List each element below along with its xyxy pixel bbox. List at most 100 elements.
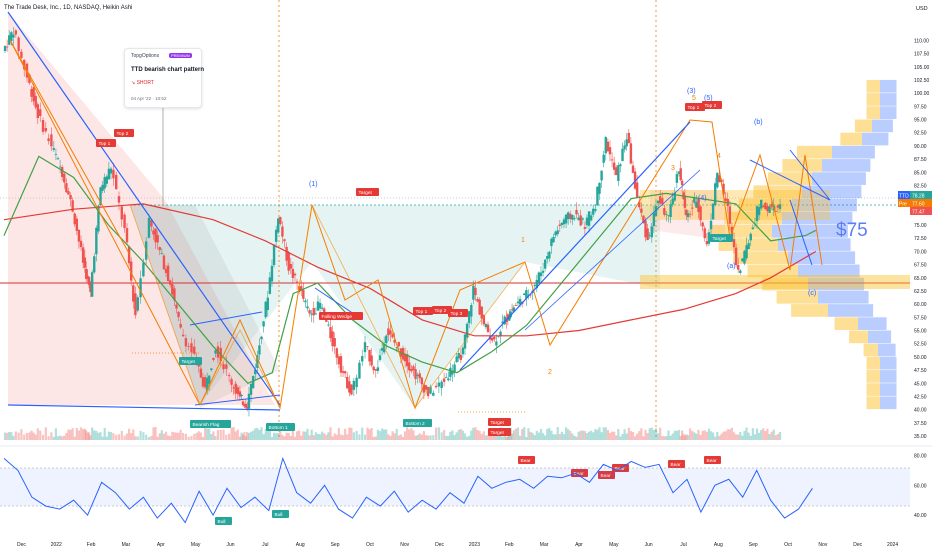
y-tick-label: 90.00 xyxy=(914,144,927,150)
volume-bar xyxy=(463,433,467,440)
candle-body xyxy=(238,391,242,397)
volume-bar xyxy=(252,430,255,440)
volume-bar xyxy=(277,433,280,440)
volume-bar xyxy=(604,427,607,440)
candle-body xyxy=(688,213,692,215)
volume-bar xyxy=(374,436,377,440)
volume-bar xyxy=(712,432,715,440)
candle-body xyxy=(5,46,9,48)
volume-profile-bar xyxy=(733,251,788,265)
volume-bar xyxy=(63,435,66,440)
candle-body xyxy=(212,357,215,360)
y-tick-label: 110.00 xyxy=(914,38,929,44)
candle-body xyxy=(274,229,278,242)
volume-bar xyxy=(489,433,492,440)
volume-bar xyxy=(751,428,754,440)
volume-bar xyxy=(329,427,332,440)
candle-body xyxy=(355,377,358,388)
volume-bar xyxy=(219,429,222,440)
candle-body xyxy=(774,211,778,212)
pattern-badge-top2-c: Top 2 xyxy=(705,103,717,109)
candle-body xyxy=(243,404,246,406)
candle-body xyxy=(621,148,624,162)
candle-body xyxy=(459,354,463,360)
volume-bar xyxy=(325,434,328,440)
candle-body xyxy=(701,222,704,227)
volume-bar xyxy=(602,427,605,440)
volume-profile-bar xyxy=(788,251,856,265)
y-tick-label: 60.00 xyxy=(914,302,927,308)
volume-profile-bar xyxy=(872,119,893,133)
candle-body xyxy=(300,286,303,291)
volume-bar xyxy=(83,428,86,440)
volume-profile-bar xyxy=(866,396,880,410)
candle-body xyxy=(117,196,121,203)
volume-bar xyxy=(667,430,670,440)
y-tick-label: 52.50 xyxy=(914,342,927,348)
volume-bar xyxy=(480,433,483,440)
volume-bar xyxy=(109,432,113,440)
volume-bar xyxy=(675,430,678,440)
candle-body xyxy=(391,334,394,338)
volume-bar xyxy=(778,431,782,440)
volume-bar xyxy=(164,431,168,440)
candle-body xyxy=(306,306,309,309)
candle-body xyxy=(112,169,115,179)
volume-bar xyxy=(701,430,704,440)
candle-body xyxy=(403,353,407,362)
candle-body xyxy=(711,203,715,220)
y-tick-label: 45.00 xyxy=(914,381,927,387)
candle-body xyxy=(683,195,687,208)
currency-label: USD xyxy=(916,6,928,12)
candle-body xyxy=(506,314,510,320)
candle-body xyxy=(337,356,341,365)
pattern-badge-target-d: Target xyxy=(491,430,505,436)
volume-bar xyxy=(112,433,115,440)
candle-body xyxy=(680,180,684,186)
idea-note-card[interactable]: TopgOptions PREMIUM TTD bearish chart pa… xyxy=(124,48,204,108)
volume-bar xyxy=(193,433,196,440)
volume-bar xyxy=(679,436,682,440)
volume-bar xyxy=(596,429,599,440)
volume-bar xyxy=(262,434,265,440)
candle-body xyxy=(741,258,744,262)
candle-body xyxy=(602,154,605,163)
volume-bar xyxy=(677,429,681,440)
volume-bar xyxy=(699,434,702,440)
volume-bar xyxy=(190,436,193,440)
volume-bar xyxy=(321,431,324,440)
candle-body xyxy=(444,377,448,378)
x-tick-label: Nov xyxy=(818,542,827,548)
pattern-badge-bottom1: Bottom 1 xyxy=(269,425,289,431)
pattern-badge-target-b: Target xyxy=(182,359,196,365)
candle-body xyxy=(619,164,622,167)
volume-bar xyxy=(91,427,94,440)
y-tick-label: 57.50 xyxy=(914,315,927,321)
pattern-badge-top1-c: Top 1 xyxy=(688,105,700,111)
candle-body xyxy=(564,214,568,224)
candle-body xyxy=(397,342,401,347)
volume-bar xyxy=(571,433,574,440)
volume-bar xyxy=(399,434,402,440)
volume-bar xyxy=(117,434,121,440)
candle-body xyxy=(77,229,81,242)
bear-triangle-shade xyxy=(8,12,275,405)
volume-bar xyxy=(115,434,118,440)
candle-body xyxy=(743,250,746,264)
volume-profile-bar xyxy=(776,290,818,304)
candle-body xyxy=(587,211,591,226)
wave-label: (c) xyxy=(808,290,816,297)
candle-body xyxy=(177,311,180,318)
x-tick-label: Jul xyxy=(262,542,268,548)
volume-profile-bar xyxy=(834,317,858,330)
volume-bar xyxy=(120,430,123,440)
note-timestamp: 04 Apr '22 · 10:52 xyxy=(131,96,167,101)
volume-bar xyxy=(225,434,228,440)
volume-bar xyxy=(741,435,744,440)
candle-body xyxy=(724,198,727,201)
candle-body xyxy=(695,201,698,208)
x-tick-label: Nov xyxy=(400,542,409,548)
candle-body xyxy=(86,275,89,279)
volume-bar xyxy=(531,432,534,440)
volume-bar xyxy=(8,432,11,440)
